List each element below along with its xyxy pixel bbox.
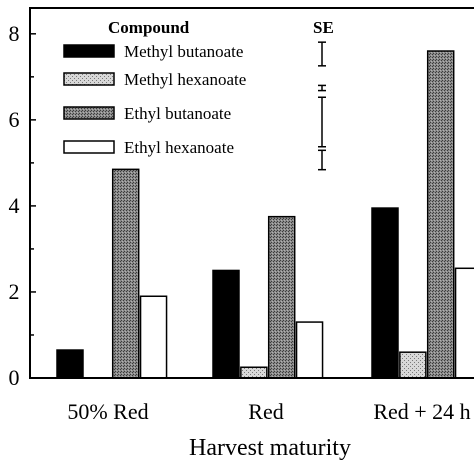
legend: Compound SE Methyl butanoate Methyl hexan… — [63, 18, 334, 171]
bar-ethyl-butanoate-red — [267, 215, 296, 379]
bar-methyl-butanoate-red — [212, 269, 240, 379]
legend-title: Compound — [108, 18, 190, 37]
se-title: SE — [313, 18, 334, 37]
legend-swatch-ethyl-butanoate — [63, 106, 115, 120]
legend-swatch-methyl-hexanoate — [63, 72, 115, 86]
y-tick-label: 8 — [9, 21, 20, 46]
legend-items: Methyl butanoate Methyl hexanoate Ethyl bu… — [63, 41, 326, 171]
bar-methyl-butanoate-50-red — [56, 349, 84, 379]
legend-label-methyl-butanoate: Methyl butanoate — [124, 42, 243, 61]
bar-methyl-butanoate-red-24-h — [371, 207, 399, 379]
se-bar-ethyl-butanoate — [318, 96, 326, 148]
legend-label-ethyl-butanoate: Ethyl butanoate — [124, 104, 231, 123]
x-category-label: 50% Red — [67, 399, 148, 424]
bars-layer — [56, 50, 474, 379]
legend-label-methyl-hexanoate: Methyl hexanoate — [124, 70, 246, 89]
y-tick-label: 4 — [9, 193, 20, 218]
bar-methyl-hexanoate-red — [240, 366, 268, 379]
bar-ethyl-hexanoate-red-24-h — [454, 267, 474, 379]
bar-ethyl-butanoate-red-24-h — [426, 50, 455, 379]
y-tick-label: 0 — [9, 365, 20, 390]
se-bar-methyl-hexanoate — [318, 84, 326, 92]
bar-ethyl-butanoate-50-red — [111, 168, 140, 379]
axes-layer: 0 2 4 6 8 50% Red Red Red + 24 h — [9, 7, 474, 424]
x-category-label: Red — [248, 399, 283, 424]
legend-swatch-methyl-butanoate — [63, 44, 115, 58]
se-bar-methyl-butanoate — [318, 41, 326, 67]
bar-methyl-hexanoate-red-24-h — [399, 351, 427, 379]
x-axis-label: Harvest maturity — [189, 435, 351, 461]
bar-ethyl-hexanoate-50-red — [139, 295, 168, 379]
legend-label-ethyl-hexanoate: Ethyl hexanoate — [124, 138, 234, 157]
x-category-label: Red + 24 h — [373, 399, 470, 424]
y-tick-label: 6 — [9, 107, 20, 132]
se-bar-ethyl-hexanoate — [318, 149, 326, 171]
legend-swatch-ethyl-hexanoate — [63, 140, 115, 154]
y-tick-label: 2 — [9, 279, 20, 304]
bar-ethyl-hexanoate-red — [295, 321, 324, 379]
